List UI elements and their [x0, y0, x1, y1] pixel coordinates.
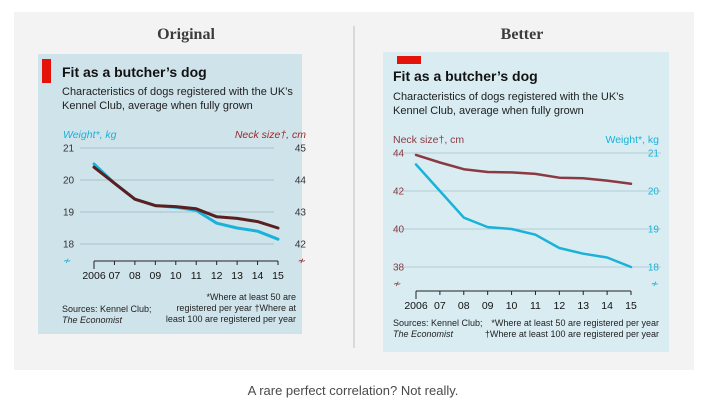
red-tag: [397, 56, 421, 64]
left-tick-label: 18: [63, 240, 75, 251]
source-line-2: The Economist: [62, 315, 123, 325]
chart-title: Fit as a butcher’s dog: [62, 64, 207, 80]
x-tick-label: 08: [129, 270, 141, 282]
series-line-right: [414, 163, 633, 269]
footnote-line-1: *Where at least 50 are registered per ye…: [491, 318, 659, 328]
right-tick-label: 44: [295, 176, 307, 187]
heading-better: Better: [500, 26, 544, 43]
better-chart-panel: Fit as a butcher’s dog Characteristics o…: [383, 52, 669, 352]
source-line-1: Sources: Kennel Club;: [393, 318, 483, 328]
chart-subtitle: Characteristics of dogs registered with …: [393, 91, 624, 117]
x-tick-label: 12: [211, 270, 223, 282]
left-tick-label: 21: [63, 144, 75, 155]
x-tick-label: 10: [506, 300, 518, 312]
original-chart-panel: Fit as a butcher’s dog Characteristics o…: [38, 54, 306, 334]
chart-source: Sources: Kennel Club; The Economist: [393, 318, 483, 340]
right-tick-label: 42: [295, 240, 307, 251]
right-tick-label: 19: [648, 225, 660, 236]
x-tick-label: 12: [553, 300, 565, 312]
left-axis-title: Weight*, kg: [63, 129, 117, 141]
right-tick-label: 21: [648, 149, 660, 160]
axis-break-mark: ≁: [393, 279, 401, 290]
left-tick-label: 20: [63, 176, 75, 187]
series-line-right: [92, 165, 280, 230]
chart-source: Sources: Kennel Club; The Economist: [62, 304, 152, 326]
footnote-line-1: *Where at least 50 are: [206, 292, 296, 302]
right-tick-label: 43: [295, 208, 307, 219]
footnote-line-3: least 100 are registered per year: [165, 314, 296, 324]
left-tick-label: 19: [63, 208, 75, 219]
x-tick-label: 13: [231, 270, 243, 282]
chart-footnotes: *Where at least 50 are registered per ye…: [485, 318, 659, 340]
right-tick-label: 45: [295, 144, 307, 155]
left-axis-title: Neck size†, cm: [393, 134, 464, 146]
left-tick-label: 42: [393, 187, 405, 198]
series-line-left: [92, 162, 280, 241]
x-tick-label: 07: [434, 300, 446, 312]
x-tick-label: 11: [191, 270, 202, 282]
source-line-2: The Economist: [393, 329, 454, 339]
left-tick-label: 44: [393, 149, 405, 160]
x-tick-label: 09: [482, 300, 494, 312]
red-tag: [42, 59, 51, 83]
right-tick-label: 18: [648, 263, 660, 274]
figure-caption: A rare perfect correlation? Not really.: [247, 383, 459, 398]
x-tick-label: 14: [252, 270, 264, 282]
chart-title: Fit as a butcher’s dog: [393, 68, 538, 84]
right-axis-title: Neck size†, cm: [235, 129, 306, 141]
footnote-line-2: registered per year †Where at: [176, 303, 296, 313]
x-tick-label: 11: [530, 300, 541, 312]
x-tick-label: 2006: [404, 300, 428, 312]
right-axis-title: Weight*, kg: [606, 134, 660, 146]
source-line-1: Sources: Kennel Club;: [62, 304, 152, 314]
x-tick-label: 2006: [82, 270, 106, 282]
x-tick-label: 13: [577, 300, 589, 312]
left-tick-label: 38: [393, 263, 405, 274]
chart-subtitle: Characteristics of dogs registered with …: [62, 86, 293, 112]
footnote-line-2: †Where at least 100 are registered per y…: [484, 329, 659, 339]
x-tick-label: 09: [149, 270, 161, 282]
better-chart-plot: Neck size†, cm Weight*, kg 44 21 42 20 40 19 38 1…: [393, 134, 661, 312]
heading-original: Original: [157, 26, 215, 43]
x-tick-label: 14: [601, 300, 613, 312]
x-tick-label: 08: [458, 300, 470, 312]
axis-break-mark: ≁: [298, 256, 306, 267]
chart-footnotes: *Where at least 50 are registered per ye…: [166, 292, 296, 325]
x-tick-label: 15: [625, 300, 637, 312]
x-tick-label: 07: [109, 270, 121, 282]
axis-break-mark: ≁: [63, 256, 71, 267]
original-chart-plot: Weight*, kg Neck size†, cm 21 45 20 44 19 43 18 4…: [63, 129, 306, 282]
x-tick-label: 15: [272, 270, 284, 282]
left-tick-label: 40: [393, 225, 405, 236]
panel-divider: [353, 26, 355, 348]
right-tick-label: 20: [648, 187, 660, 198]
series-line-left: [414, 153, 633, 186]
axis-break-mark: ≁: [651, 279, 659, 290]
x-tick-label: 10: [170, 270, 182, 282]
